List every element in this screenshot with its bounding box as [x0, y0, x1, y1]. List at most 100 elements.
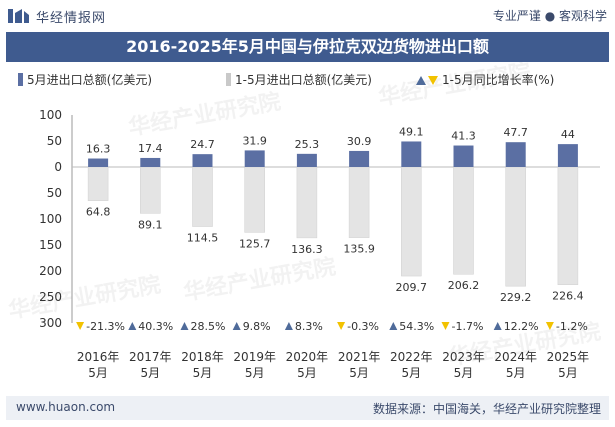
down-triangle-icon: [76, 322, 85, 330]
monthly-bar: [349, 150, 370, 167]
y-tick-label: 300: [39, 316, 62, 330]
monthly-value-label: 30.9: [347, 135, 372, 148]
growth-rate-label: -1.7%: [452, 320, 484, 333]
down-triangle-icon: [337, 322, 346, 330]
monthly-value-label: 17.4: [138, 142, 163, 155]
watermark-text: 华经产业研究院: [182, 254, 338, 306]
growth-rate-label: -0.3%: [347, 320, 379, 333]
legend-swatch-monthly: [18, 73, 23, 86]
growth-rate-label: 9.8%: [243, 320, 271, 333]
cumulative-value-label: 226.4: [552, 290, 584, 303]
down-triangle-icon: [441, 322, 450, 330]
header: 华经情报网 专业严谨 ● 客观科学: [0, 0, 615, 32]
growth-rate-label: 40.3%: [138, 320, 173, 333]
cumulative-bar: [140, 166, 161, 214]
y-tick-label: 200: [39, 264, 62, 278]
watermark-text: 华经产业研究院: [7, 272, 163, 324]
growth-rate-label: 12.2%: [504, 320, 539, 333]
up-triangle-icon: [180, 322, 189, 330]
bars: [87, 141, 579, 287]
x-tick-label: 2023年 5月: [442, 350, 485, 380]
legend: 5月进出口总额(亿美元) 1-5月进出口总额(亿美元) 1-5月同比增长率(%): [18, 72, 554, 87]
x-tick-label: 2022年 5月: [390, 350, 433, 380]
monthly-bar: [453, 145, 474, 167]
monthly-bar: [88, 158, 109, 167]
slogan: 专业严谨 ● 客观科学: [492, 9, 607, 23]
y-tick-label: 250: [39, 290, 62, 304]
y-tick-label: 50: [47, 134, 62, 148]
monthly-value-label: 25.3: [295, 138, 320, 151]
y-tick-label: 100: [39, 212, 62, 226]
footer: www.huaon.com 数据来源：中国海关，华经产业研究院整理: [6, 396, 609, 420]
y-tick-label: 50: [47, 186, 62, 200]
y-tick-label: 150: [39, 238, 62, 252]
x-tick-label: 2024年 5月: [494, 350, 537, 380]
legend-label-monthly: 5月进出口总额(亿美元): [27, 72, 152, 87]
monthly-bar: [557, 144, 578, 167]
legend-swatch-cumulative: [226, 73, 231, 86]
x-tick-label: 2025年 5月: [547, 350, 590, 380]
cumulative-bar: [401, 166, 422, 277]
monthly-bar: [192, 154, 213, 167]
cumulative-value-label: 136.3: [291, 243, 323, 256]
x-tick-label: 2019年 5月: [233, 350, 276, 380]
legend-down-triangle-icon: [428, 76, 438, 85]
data-source: 数据来源：中国海关，华经产业研究院整理: [372, 402, 601, 416]
cumulative-value-label: 229.2: [500, 291, 532, 304]
monthly-bar: [401, 141, 422, 167]
chart-title: 2016-2025年5月中国与伊拉克双边货物进出口额: [6, 32, 609, 62]
cumulative-bar: [505, 166, 526, 287]
up-triangle-icon: [232, 322, 241, 330]
monthly-bar: [296, 153, 317, 167]
growth-rate-label: 8.3%: [295, 320, 323, 333]
cumulative-bar: [87, 166, 109, 201]
cumulative-value-label: 114.5: [187, 232, 219, 245]
x-tick-label: 2017年 5月: [129, 350, 172, 380]
monthly-value-label: 31.9: [242, 134, 267, 147]
growth-rate-label: -1.2%: [556, 320, 588, 333]
monthly-bar: [244, 150, 265, 167]
down-triangle-icon: [545, 322, 554, 330]
legend-label-growth: 1-5月同比增长率(%): [442, 72, 554, 87]
cumulative-value-label: 206.2: [448, 279, 480, 292]
monthly-value-label: 41.3: [451, 130, 476, 143]
cumulative-value-label: 125.7: [239, 237, 271, 250]
growth-rate-label: 54.3%: [399, 320, 434, 333]
cumulative-bar: [244, 166, 265, 233]
brand-name: 华经情报网: [36, 11, 107, 26]
cumulative-value-label: 89.1: [138, 218, 163, 231]
up-triangle-icon: [128, 322, 137, 330]
cumulative-bar: [453, 166, 474, 275]
cumulative-value-label: 64.8: [86, 206, 111, 219]
monthly-value-label: 16.3: [86, 143, 111, 156]
x-axis-labels: 2016年 5月 2017年 5月 2018年 5月 2019年 5月 2020年 5月 2021年…: [77, 350, 589, 380]
x-tick-label: 2020年 5月: [286, 350, 329, 380]
monthly-value-label: 24.7: [190, 138, 215, 151]
cumulative-bar: [296, 166, 318, 239]
legend-up-triangle-icon: [416, 76, 426, 85]
monthly-value-label: 44: [561, 128, 575, 141]
data-labels: 64.8 16.3 89.1 17.4 114.5 24.7 125.7 31.9 136.3 2…: [86, 125, 584, 304]
cumulative-bar: [192, 166, 213, 227]
cumulative-value-label: 209.7: [396, 281, 428, 294]
up-triangle-icon: [389, 322, 398, 330]
y-tick-label: 100: [39, 108, 62, 122]
x-tick-label: 2018年 5月: [181, 350, 224, 380]
cumulative-value-label: 135.9: [343, 243, 375, 256]
monthly-value-label: 49.1: [399, 125, 424, 138]
x-tick-label: 2016年 5月: [77, 350, 120, 380]
y-tick-label: 0: [54, 160, 62, 174]
up-triangle-icon: [284, 322, 293, 330]
legend-label-cumulative: 1-5月进出口总额(亿美元): [235, 72, 372, 87]
cumulative-bar: [348, 166, 370, 238]
monthly-value-label: 47.7: [503, 126, 528, 139]
x-tick-label: 2021年 5月: [338, 350, 381, 380]
watermark-text: 华经产业研究院: [127, 89, 283, 141]
monthly-bar: [505, 142, 526, 167]
website-link[interactable]: www.huaon.com: [16, 400, 116, 414]
cumulative-bar: [557, 166, 579, 285]
growth-rate-row: -21.3% 40.3% 28.5% 9.8% 8.3% -0.3% 54.3% -1.7% 1…: [76, 320, 588, 333]
up-triangle-icon: [493, 322, 502, 330]
huajing-logo-icon: [8, 9, 29, 23]
